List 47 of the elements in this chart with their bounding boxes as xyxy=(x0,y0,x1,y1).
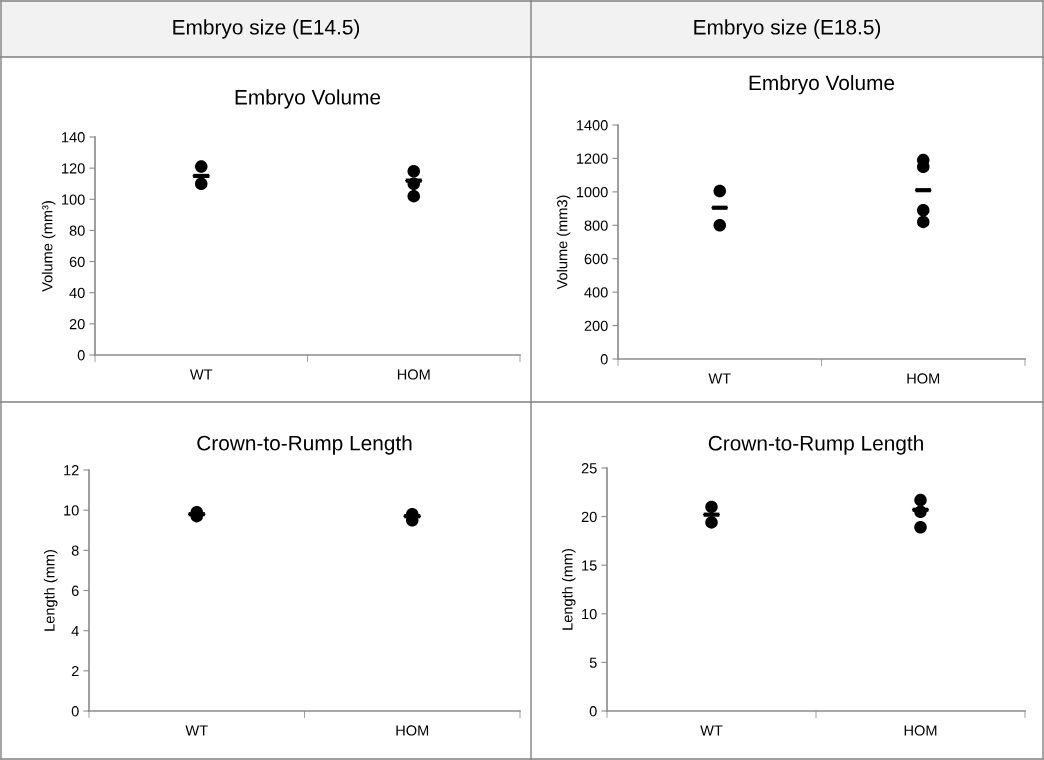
y-tick-label: 2 xyxy=(71,665,79,677)
y-tick-label: 80 xyxy=(69,225,85,236)
y-tick-label: 6 xyxy=(71,585,79,596)
chart-title: Embryo Volume xyxy=(235,89,381,109)
y-tick-label: 800 xyxy=(584,220,608,231)
x-tick-label: HOM xyxy=(907,373,940,384)
y-tick-label: 10 xyxy=(582,608,597,620)
y-tick-label: 0 xyxy=(589,706,597,717)
y-tick-label: 600 xyxy=(584,253,608,265)
y-tick-label: 4 xyxy=(71,625,79,636)
y-tick-label: 0 xyxy=(71,706,79,717)
x-tick-label: HOM xyxy=(904,725,937,736)
y-tick-label: 100 xyxy=(62,194,85,205)
y-tick-label: 8 xyxy=(71,545,79,556)
text: Embryo size (E14.5) xyxy=(173,19,360,39)
y-tick-label: 200 xyxy=(584,320,608,331)
y-axis-title: Length (mm) xyxy=(561,549,576,630)
y-tick-label: 0 xyxy=(77,350,85,361)
chart-title: Crown-to-Rump Length xyxy=(197,435,412,455)
y-tick-label: 140 xyxy=(62,132,85,143)
x-tick-label: WT xyxy=(189,369,213,380)
y-axis-title: Volume (mm³) xyxy=(41,201,56,292)
x-tick-label: WT xyxy=(708,373,731,384)
x-tick-label: HOM xyxy=(396,725,429,736)
y-tick-label: 1000 xyxy=(576,186,608,198)
y-tick-label: 40 xyxy=(69,287,85,299)
y-tick-label: 25 xyxy=(581,463,597,474)
x-tick-label: WT xyxy=(185,725,208,736)
chart-title: Embryo Volume xyxy=(749,74,895,95)
x-tick-label: HOM xyxy=(397,369,430,380)
y-tick-label: 400 xyxy=(584,287,608,298)
y-tick-label: 120 xyxy=(62,163,85,174)
y-tick-label: 5 xyxy=(589,657,597,668)
y-tick-label: 12 xyxy=(64,465,79,476)
text: Embryo size (E18.5) xyxy=(694,19,881,39)
y-tick-label: 10 xyxy=(64,505,79,516)
y-tick-label: 0 xyxy=(600,354,608,365)
y-tick-label: 15 xyxy=(582,560,597,571)
chart-title: Crown-to-Rump Length xyxy=(708,435,923,455)
y-tick-label: 1200 xyxy=(576,153,608,164)
y-tick-label: 20 xyxy=(69,318,85,330)
y-axis-title: Volume (mm3) xyxy=(556,195,571,290)
x-tick-label: WT xyxy=(700,725,723,736)
y-tick-label: 1400 xyxy=(576,120,608,131)
y-tick-label: 60 xyxy=(69,256,85,267)
y-axis-title: Length (mm) xyxy=(43,550,58,631)
y-tick-label: 20 xyxy=(581,511,597,523)
